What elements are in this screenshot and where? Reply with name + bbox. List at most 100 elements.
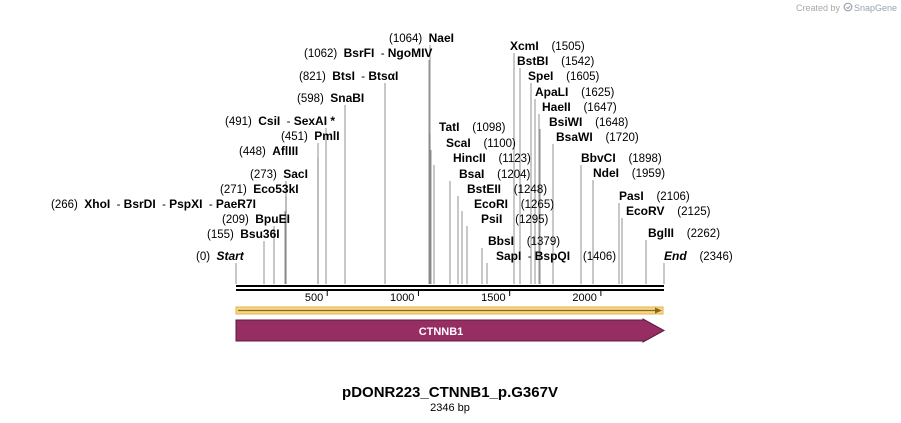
enzyme-site[interactable]: HaeII (1647) [542,100,617,114]
enzyme-name: BtsαI [368,69,398,83]
enzyme-site[interactable]: SpeI (1605) [528,69,600,83]
enzyme-site[interactable]: XcmI (1505) [510,39,585,53]
enzyme-site[interactable]: (448) AflIII [239,144,298,158]
enzyme-name: NaeI [429,31,454,45]
enzyme-site-label: BbsI (1379) [488,234,560,248]
enzyme-name: BspQI [535,249,570,263]
enzyme-site[interactable]: (821) BtsI - BtsαI [299,69,398,83]
enzyme-site-label: (271) Eco53kI [220,182,299,196]
ruler-tick-label: 1000 [390,292,414,304]
site-position: (266) [51,199,78,211]
enzyme-name: PsiI [481,212,502,226]
enzyme-site-label: BbvCI (1898) [581,151,662,165]
site-position: (1720) [605,132,638,144]
enzyme-site-label: SpeI (1605) [528,69,600,83]
enzyme-site[interactable]: (491) CsiI - SexAI * [225,114,335,128]
enzyme-site[interactable]: EcoRI (1265) [474,197,554,211]
enzyme-site[interactable]: BbsI (1379) [488,234,560,248]
map-title: pDONR223_CTNNB1_p.G367V [342,384,558,401]
enzyme-site[interactable]: (273) SacI [250,167,308,181]
enzyme-site[interactable]: (451) PmlI [281,129,340,143]
site-position: (0) [196,251,210,263]
enzyme-site[interactable]: ApaLI (1625) [535,85,615,99]
enzyme-site-label: BstBI (1542) [517,54,595,68]
enzyme-name: CsiI [258,114,280,128]
enzyme-site[interactable]: BbvCI (1898) [581,151,662,165]
enzyme-name: PasI [619,189,644,203]
enzyme-name: NgoMIV [388,46,433,60]
enzyme-site[interactable]: BstBI (1542) [517,54,595,68]
enzyme-site[interactable]: NdeI (1959) [593,166,665,180]
enzyme-name: BbsI [488,234,514,248]
enzyme-site-label: End (2346) [664,249,733,263]
enzyme-name: XhoI [84,197,110,211]
enzyme-site[interactable]: (209) BpuEI [222,212,290,226]
enzyme-site[interactable]: ScaI (1100) [446,136,516,150]
site-position: (821) [299,71,326,83]
enzyme-name: Eco53kI [253,182,298,196]
enzyme-site-label: (451) PmlI [281,129,340,143]
site-position: (2106) [656,191,689,203]
enzyme-name: EcoRV [626,204,664,218]
credit-brand: SnapGene [854,3,897,13]
primer-bar[interactable] [235,306,664,315]
enzyme-site-label: PasI (2106) [619,189,690,203]
enzyme-site[interactable]: (1062) BsrFI - NgoMIV [304,46,432,60]
enzyme-site[interactable]: SapI - BspQI (1406) [496,249,616,263]
enzyme-site[interactable]: EcoRV (2125) [626,204,711,218]
enzyme-site-label: BsaWI (1720) [556,130,639,144]
site-position: (1379) [527,236,560,248]
enzyme-site[interactable]: (1064) NaeI [389,31,454,45]
enzyme-site[interactable]: PsiI (1295) [481,212,549,226]
enzyme-site-label: TatI (1098) [439,120,506,134]
enzyme-site[interactable]: (0) Start [196,249,245,263]
enzyme-site-label: (273) SacI [250,167,308,181]
enzyme-site-label: (0) Start [196,249,245,263]
enzyme-site-label: BsiWI (1648) [549,115,629,129]
enzyme-name: PaeR7I [216,197,256,211]
enzyme-name: Start [216,249,244,263]
enzyme-name: PmlI [314,129,339,143]
enzyme-site-label: BglII (2262) [648,226,720,240]
enzyme-site[interactable]: (266) XhoI - BsrDI - PspXI - PaeR7I [51,197,256,211]
enzyme-site[interactable]: (155) Bsu36I [207,227,280,241]
enzyme-site[interactable]: End (2346) [664,249,733,263]
enzyme-site-label: EcoRV (2125) [626,204,711,218]
enzyme-site-label: EcoRI (1265) [474,197,554,211]
enzyme-site-label: (155) Bsu36I [207,227,280,241]
enzyme-name: SapI [496,249,521,263]
enzyme-name: HaeII [542,100,571,114]
enzyme-site[interactable]: HincII (1123) [453,151,531,165]
site-position: (1959) [632,168,665,180]
ruler-tick-label: 2000 [572,292,596,304]
enzyme-name: SexAI * [294,114,336,128]
enzyme-site[interactable]: BglII (2262) [648,226,720,240]
ruler: 500 1000 1500 2000 [305,291,602,304]
enzyme-name: BstBI [517,54,548,68]
enzyme-site[interactable]: TatI (1098) [439,120,506,134]
enzyme-site-label: (209) BpuEI [222,212,290,226]
enzyme-site[interactable]: (598) SnaBI [297,91,364,105]
enzyme-name: BtsI [332,69,355,83]
site-position: (1062) [304,48,337,60]
ruler-tick-label: 1500 [481,292,505,304]
enzyme-site[interactable]: (271) Eco53kI [220,182,299,196]
site-position: (1898) [628,153,661,165]
enzyme-name: BbvCI [581,151,616,165]
enzyme-name: HincII [453,151,486,165]
enzyme-site[interactable]: PasI (2106) [619,189,690,203]
site-position: (1647) [583,102,616,114]
enzyme-name: SnaBI [330,91,364,105]
enzyme-site[interactable]: BstEII (1248) [467,182,547,196]
feature-ctnnb1[interactable]: CTNNB1 [235,318,666,343]
enzyme-site-label: (821) BtsI - BtsαI [299,69,398,83]
site-connectors [235,45,665,284]
enzyme-site-label: (266) XhoI - BsrDI - PspXI - PaeR7I [51,197,256,211]
enzyme-site[interactable]: BsiWI (1648) [549,115,629,129]
enzyme-site[interactable]: BsaWI (1720) [556,130,639,144]
enzyme-site[interactable]: BsaI (1204) [459,167,531,181]
site-position: (1625) [581,87,614,99]
enzyme-name: BsaI [459,167,484,181]
enzyme-site-label: (491) CsiI - SexAI * [225,114,335,128]
